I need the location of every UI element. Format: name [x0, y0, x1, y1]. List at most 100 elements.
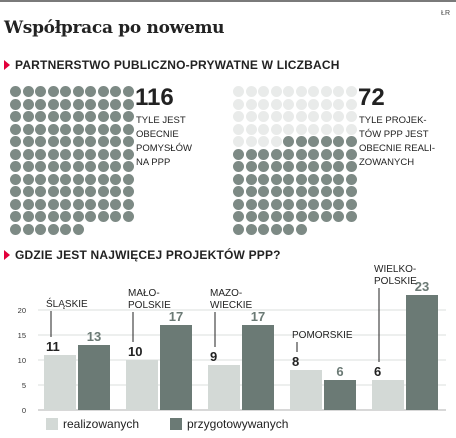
- filled-dot: [345, 186, 357, 197]
- filled-dot: [22, 111, 34, 122]
- category-label: ŚLĄSKIE: [46, 297, 88, 310]
- data-label: 11: [46, 339, 60, 354]
- legend-label: realizowanych: [63, 417, 139, 431]
- filled-dot: [320, 136, 332, 147]
- empty-dot: [245, 123, 257, 135]
- empty-dot: [258, 86, 269, 97]
- filled-dot: [270, 148, 282, 160]
- filled-dot: [47, 98, 59, 110]
- filled-dot: [333, 211, 344, 222]
- filled-dot: [122, 136, 134, 147]
- filled-dot: [345, 198, 357, 210]
- empty-dot: [270, 136, 282, 147]
- filled-dot: [10, 148, 21, 160]
- data-label: 13: [87, 329, 101, 344]
- empty-dot: [333, 123, 344, 135]
- filled-dot: [308, 211, 319, 222]
- filled-dot: [270, 198, 282, 210]
- filled-dot: [110, 111, 121, 122]
- section-heading-regions: Gdzie jest najwięcej projektów PPP?: [4, 248, 281, 262]
- filled-dot: [35, 136, 46, 147]
- filled-dot: [85, 186, 96, 197]
- filled-dot: [308, 161, 319, 172]
- filled-dot: [97, 86, 109, 97]
- filled-dot: [122, 161, 134, 172]
- filled-dot: [72, 198, 84, 210]
- filled-dot: [35, 223, 46, 235]
- filled-dot: [333, 136, 344, 147]
- filled-dot: [35, 161, 46, 172]
- bar-przygotowywanych: [242, 325, 274, 410]
- filled-dot: [85, 86, 96, 97]
- filled-dot: [283, 148, 294, 160]
- filled-dot: [97, 161, 109, 172]
- filled-dot: [320, 186, 332, 197]
- filled-dot: [10, 98, 21, 110]
- filled-dot: [333, 161, 344, 172]
- filled-dot: [72, 98, 84, 110]
- filled-dot: [295, 223, 307, 235]
- filled-dot: [333, 186, 344, 197]
- empty-dot: [308, 123, 319, 135]
- legend-swatch: [46, 418, 58, 430]
- filled-dot: [308, 148, 319, 160]
- filled-dot: [122, 198, 134, 210]
- category-label: MAZO-WIECKIE: [210, 288, 253, 311]
- filled-dot: [60, 198, 71, 210]
- filled-dot: [110, 161, 121, 172]
- legend-swatch: [170, 418, 182, 430]
- filled-dot: [270, 173, 282, 185]
- filled-dot: [110, 148, 121, 160]
- filled-dot: [10, 86, 21, 97]
- filled-dot: [22, 136, 34, 147]
- filled-dot: [35, 111, 46, 122]
- filled-dot: [60, 136, 71, 147]
- empty-dot: [283, 111, 294, 122]
- bar-realizowanych: [126, 360, 158, 410]
- empty-dot: [245, 136, 257, 147]
- filled-dot: [47, 186, 59, 197]
- filled-dot: [258, 211, 269, 222]
- empty-dot: [308, 111, 319, 122]
- empty-dot: [308, 86, 319, 97]
- empty-dot: [320, 98, 332, 110]
- filled-dot: [345, 148, 357, 160]
- empty-dot: [320, 86, 332, 97]
- filled-dot: [245, 223, 257, 235]
- bar-przygotowywanych: [406, 295, 438, 410]
- filled-dot: [72, 123, 84, 135]
- empty-dot: [283, 86, 294, 97]
- filled-dot: [245, 161, 257, 172]
- filled-dot: [110, 198, 121, 210]
- filled-dot: [283, 211, 294, 222]
- bar-realizowanych: [44, 355, 76, 410]
- filled-dot: [345, 173, 357, 185]
- author-credit: ŁR: [441, 10, 450, 17]
- filled-dot: [35, 186, 46, 197]
- filled-dot: [97, 211, 109, 222]
- filled-dot: [122, 86, 134, 97]
- filled-dot: [85, 98, 96, 110]
- y-tick-label: 5: [22, 381, 26, 390]
- empty-dot: [258, 98, 269, 110]
- empty-dot: [308, 98, 319, 110]
- projects-count: 72: [358, 84, 385, 111]
- filled-dot: [60, 98, 71, 110]
- filled-dot: [283, 161, 294, 172]
- filled-dot: [47, 173, 59, 185]
- filled-dot: [122, 111, 134, 122]
- filled-dot: [320, 148, 332, 160]
- filled-dot: [85, 198, 96, 210]
- filled-dot: [10, 173, 21, 185]
- empty-dot: [283, 98, 294, 110]
- filled-dot: [72, 86, 84, 97]
- filled-dot: [60, 173, 71, 185]
- filled-dot: [60, 111, 71, 122]
- empty-dot: [295, 123, 307, 135]
- empty-dot: [258, 136, 269, 147]
- filled-dot: [233, 161, 244, 172]
- section-heading-ppp-numbers: Partnerstwo publiczno-prywatne w liczbac…: [4, 58, 340, 72]
- data-label: 10: [128, 344, 142, 359]
- empty-dot: [233, 98, 244, 110]
